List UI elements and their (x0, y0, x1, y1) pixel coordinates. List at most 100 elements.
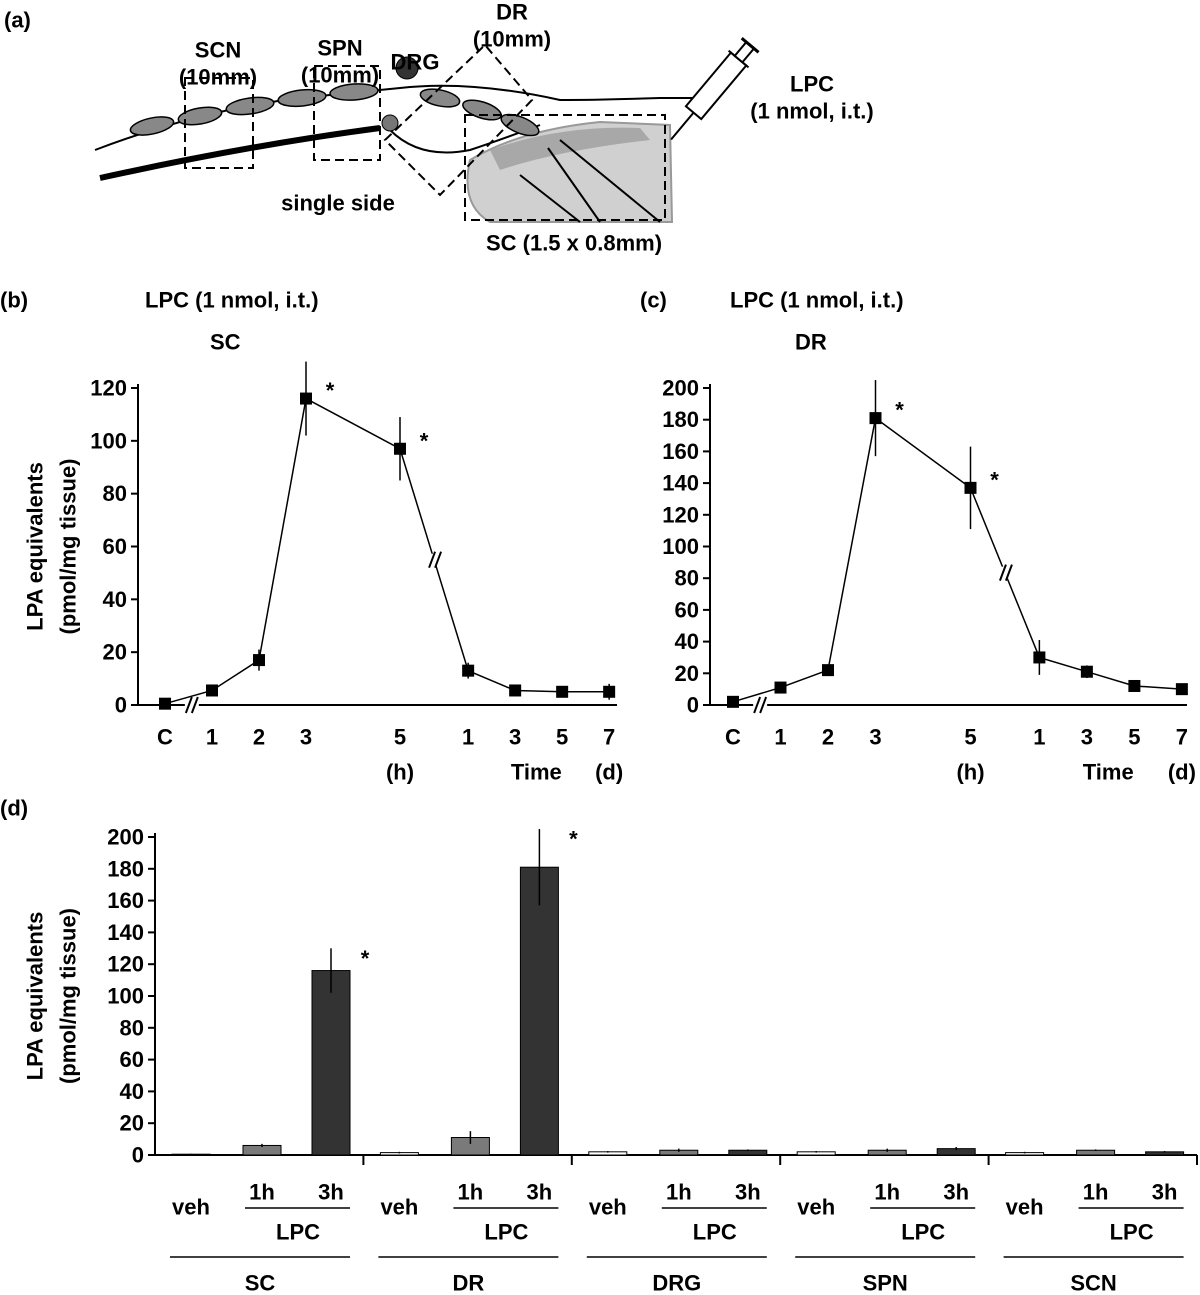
group-label: LPC (484, 1220, 528, 1245)
axis-break (1005, 564, 1013, 582)
x-tick-label: SPN (863, 1271, 908, 1295)
y-axis-label: (pmol/mg tissue) (56, 908, 81, 1084)
x-unit-label: (h) (956, 760, 984, 785)
y-tick-label: 200 (662, 376, 699, 401)
data-point (462, 664, 475, 677)
x-tick-label: 7 (1176, 725, 1188, 750)
outline (389, 124, 541, 154)
y-tick-label: 100 (90, 428, 127, 453)
x-unit-label: (d) (595, 760, 623, 785)
axis-break (428, 551, 437, 569)
series-label: veh (797, 1195, 835, 1220)
x-tick-label: 1 (1033, 725, 1045, 750)
data-point (206, 684, 218, 697)
y-tick-label: 120 (90, 376, 127, 401)
significance-marker: * (326, 378, 335, 403)
diagram-label: (1 nmol, i.t.) (750, 99, 873, 124)
diagram: SCN (10mm) SPN (10mm) DRG DR (10mm) LPC … (94, 0, 874, 256)
y-tick-label: 160 (107, 888, 144, 913)
series-label: 3h (943, 1180, 969, 1205)
y-tick-label: 80 (675, 566, 699, 591)
diagram-label: (10mm) (179, 65, 257, 90)
y-tick-label: 140 (662, 471, 699, 496)
chart-title: LPC (1 nmol, i.t.) (730, 288, 904, 313)
diagram-label: LPC (790, 72, 834, 97)
x-tick-label: 3 (509, 725, 521, 750)
series-label: 1h (874, 1180, 900, 1205)
panel-label: (c) (640, 288, 667, 313)
significance-marker: * (895, 398, 904, 423)
y-tick-label: 0 (132, 1143, 144, 1168)
y-tick-label: 140 (107, 920, 144, 945)
data-point (1080, 665, 1093, 678)
series-line (164, 397, 610, 705)
x-axis-label: Time (1083, 760, 1134, 785)
y-tick-label: 40 (675, 629, 699, 654)
diagram-label: SPN (317, 36, 362, 61)
diagram-label: DR (496, 0, 528, 25)
panel-label: (b) (0, 288, 28, 313)
data-point (159, 697, 171, 710)
y-tick-label: 180 (107, 856, 144, 881)
y-tick-label: 60 (120, 1047, 144, 1072)
series-label: veh (380, 1195, 418, 1220)
diagram-label: (10mm) (301, 63, 379, 88)
series-label: veh (589, 1195, 627, 1220)
x-tick-label: 3 (1081, 725, 1093, 750)
diagram-label: SC (1.5 x 0.8mm) (486, 231, 662, 256)
bar (311, 970, 351, 1156)
x-tick-label: SCN (1070, 1271, 1116, 1295)
series-label: 3h (527, 1180, 553, 1205)
nerve-segments (129, 83, 540, 137)
x-axis-label: Time (511, 760, 562, 785)
y-tick-label: 60 (103, 534, 127, 559)
x-tick-label: DR (453, 1271, 485, 1295)
x-tick-label: 5 (1128, 725, 1140, 750)
y-axis-label: LPA equivalents (23, 462, 48, 631)
series-label: 1h (249, 1180, 275, 1205)
data-point (1175, 683, 1188, 696)
diagram-label: (10mm) (473, 27, 551, 52)
ventral-ganglion (381, 114, 399, 132)
axis-break (190, 696, 199, 714)
x-tick-label: C (157, 725, 173, 750)
x-tick-label: 2 (822, 725, 834, 750)
y-tick-label: 180 (662, 407, 699, 432)
x-unit-label: (h) (386, 760, 414, 785)
x-tick-label: C (725, 725, 741, 750)
axis-break (999, 564, 1007, 582)
x-tick-label: 3 (869, 725, 881, 750)
series-label: 3h (735, 1180, 761, 1205)
y-tick-label: 80 (103, 481, 127, 506)
y-tick-label: 0 (687, 693, 699, 718)
y-tick-label: 60 (675, 597, 699, 622)
x-tick-label: SC (245, 1271, 276, 1295)
x-tick-label: 3 (300, 725, 312, 750)
x-unit-label: (d) (1168, 760, 1196, 785)
diagram-label: SCN (195, 38, 241, 63)
diagram-label: DRG (391, 50, 440, 75)
y-tick-label: 120 (662, 502, 699, 527)
data-point (822, 664, 834, 677)
chart-subtitle: SC (210, 330, 241, 355)
significance-marker: * (990, 467, 999, 492)
data-point (603, 685, 616, 698)
series-label: veh (1006, 1195, 1044, 1220)
y-axis-label: (pmol/mg tissue) (56, 458, 81, 634)
group-label: LPC (901, 1220, 945, 1245)
x-tick-label: 7 (603, 725, 615, 750)
series-label: 1h (458, 1180, 484, 1205)
x-tick-label: 1 (774, 725, 786, 750)
series-label: 1h (666, 1180, 692, 1205)
x-tick-label: 2 (253, 725, 265, 750)
y-axis-label: LPA equivalents (23, 912, 48, 1081)
series-label: 3h (318, 1180, 344, 1205)
x-tick-label: 5 (394, 725, 406, 750)
y-tick-label: 20 (675, 661, 699, 686)
group-label: LPC (693, 1220, 737, 1245)
nerve-root (99, 125, 381, 181)
axis-break (434, 551, 443, 569)
data-point (774, 681, 787, 694)
